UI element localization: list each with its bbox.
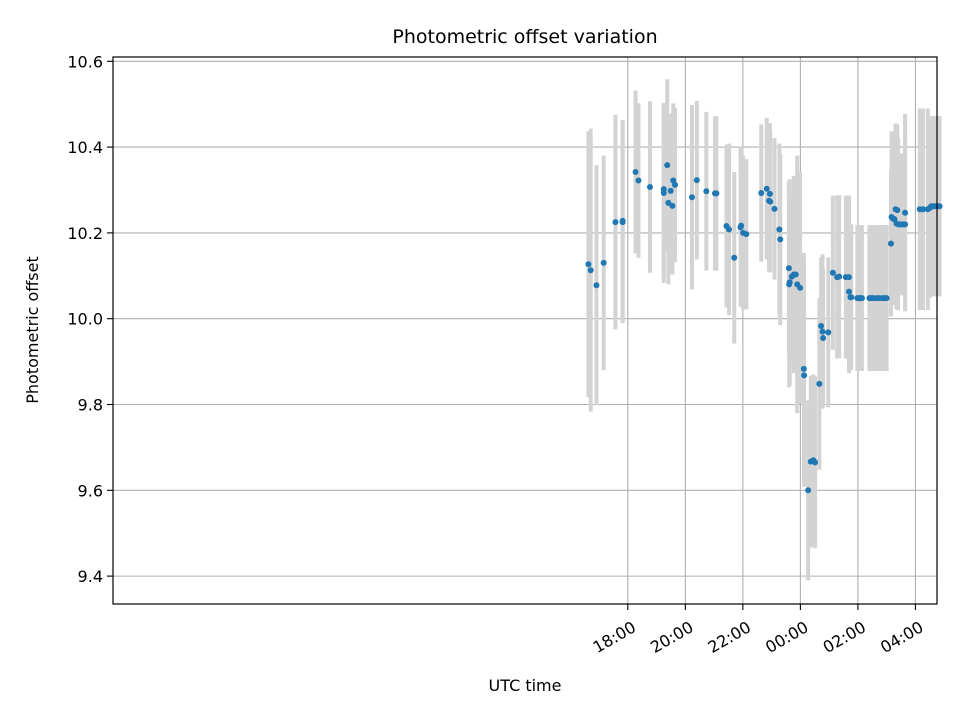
data-point bbox=[669, 202, 676, 209]
data-point bbox=[660, 189, 667, 196]
data-point bbox=[894, 207, 901, 214]
y-tick-label: 9.4 bbox=[78, 567, 103, 586]
data-point bbox=[848, 294, 855, 301]
data-point bbox=[820, 335, 827, 342]
data-point bbox=[919, 206, 926, 213]
data-point bbox=[585, 261, 592, 268]
y-tick-label: 10.4 bbox=[67, 138, 103, 157]
data-point bbox=[887, 240, 894, 247]
data-point bbox=[797, 284, 804, 291]
data-point bbox=[619, 219, 626, 226]
data-point bbox=[593, 282, 600, 289]
data-point bbox=[845, 288, 852, 295]
data-point bbox=[743, 231, 750, 238]
data-point bbox=[763, 185, 770, 192]
data-point bbox=[738, 222, 745, 229]
data-point bbox=[776, 226, 783, 233]
data-point bbox=[600, 259, 607, 266]
data-point bbox=[777, 236, 784, 243]
data-point bbox=[767, 198, 774, 205]
y-tick-label: 9.8 bbox=[78, 396, 103, 415]
data-point bbox=[785, 265, 792, 272]
data-point bbox=[731, 254, 738, 261]
data-point bbox=[612, 219, 619, 226]
data-point bbox=[635, 177, 642, 184]
data-point bbox=[936, 203, 943, 210]
data-point bbox=[902, 221, 909, 228]
data-point bbox=[713, 190, 720, 197]
data-point bbox=[792, 271, 799, 278]
data-point bbox=[858, 295, 865, 302]
y-tick-label: 9.6 bbox=[78, 481, 103, 500]
data-point bbox=[800, 365, 807, 372]
data-point bbox=[667, 187, 674, 194]
data-point bbox=[786, 279, 793, 286]
data-point bbox=[825, 329, 832, 336]
y-tick-label: 10.0 bbox=[67, 310, 103, 329]
y-tick-label: 10.6 bbox=[67, 52, 103, 71]
data-point bbox=[805, 487, 812, 494]
data-point bbox=[771, 205, 778, 212]
data-point bbox=[829, 269, 836, 276]
data-point bbox=[766, 190, 773, 197]
chart-title: Photometric offset variation bbox=[392, 26, 657, 48]
data-point bbox=[902, 209, 909, 216]
data-point bbox=[693, 177, 700, 184]
data-point bbox=[688, 194, 695, 201]
y-axis: 9.4 9.6 9.8 10.0 10.2 10.4 10.6 bbox=[67, 52, 113, 586]
data-point bbox=[883, 295, 890, 302]
data-point bbox=[726, 226, 733, 233]
data-point bbox=[646, 183, 653, 190]
data-point bbox=[836, 273, 843, 280]
plot-frame bbox=[112, 56, 938, 605]
data-point bbox=[632, 168, 639, 175]
data-point bbox=[671, 181, 678, 188]
data-points bbox=[585, 162, 943, 494]
data-point bbox=[845, 274, 852, 281]
data-point bbox=[812, 459, 819, 466]
data-point bbox=[758, 189, 765, 196]
data-point bbox=[818, 322, 825, 329]
y-axis-title: Photometric offset bbox=[23, 256, 42, 404]
y-tick-label: 10.2 bbox=[67, 224, 103, 243]
data-point bbox=[703, 188, 710, 195]
data-point bbox=[816, 380, 823, 387]
data-point bbox=[587, 267, 594, 274]
x-axis-title: UTC time bbox=[489, 676, 562, 695]
data-point bbox=[664, 162, 671, 169]
data-point bbox=[819, 328, 826, 335]
data-point bbox=[801, 372, 808, 379]
